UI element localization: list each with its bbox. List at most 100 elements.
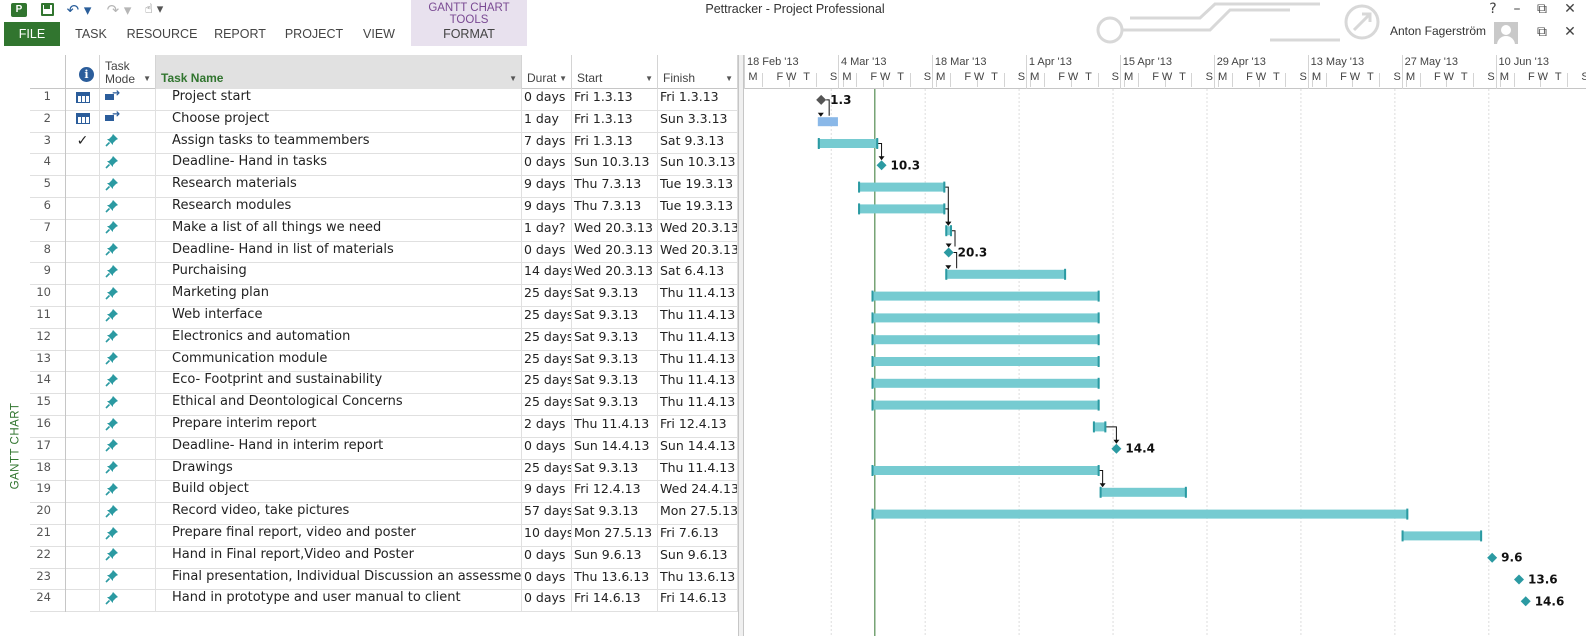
- task-row[interactable]: 22 Hand in Final report,Video and Poster 0…: [30, 546, 740, 569]
- row-id[interactable]: 10: [30, 285, 66, 307]
- help-icon[interactable]: ?: [1489, 1, 1497, 17]
- task-name-cell[interactable]: Hand in prototype and user manual to cli…: [156, 590, 522, 613]
- task-row[interactable]: 3 ✓ Assign tasks to teammembers 7 days Fri 1…: [30, 132, 740, 155]
- duration-cell[interactable]: 25 days: [522, 394, 572, 416]
- start-cell[interactable]: Sat 9.3.13: [572, 307, 658, 329]
- start-cell[interactable]: Sat 9.3.13: [572, 459, 658, 482]
- start-cell[interactable]: Fri 1.3.13: [572, 110, 658, 133]
- task-mode-cell[interactable]: [100, 198, 156, 220]
- tab-format[interactable]: FORMAT: [443, 27, 495, 41]
- start-cell[interactable]: Sat 9.3.13: [572, 350, 658, 373]
- task-row[interactable]: 13 Communication module 25 days Sat 9.3.13 T…: [30, 350, 740, 373]
- user-name[interactable]: Anton Fagerström: [1389, 24, 1486, 38]
- duration-cell[interactable]: 57 days: [522, 503, 572, 525]
- task-name-cell[interactable]: Record video, take pictures: [156, 503, 522, 525]
- task-mode-cell[interactable]: [100, 503, 156, 525]
- duration-cell[interactable]: 25 days: [522, 350, 572, 373]
- duration-cell[interactable]: 0 days: [522, 546, 572, 569]
- row-id[interactable]: 5: [30, 176, 66, 198]
- column-header-start[interactable]: Start ▼: [572, 55, 658, 89]
- start-cell[interactable]: Thu 13.6.13: [572, 568, 658, 591]
- finish-cell[interactable]: Thu 11.4.13: [658, 307, 738, 329]
- task-mode-cell[interactable]: [100, 416, 156, 438]
- view-splitter[interactable]: [738, 55, 744, 636]
- row-id[interactable]: 23: [30, 568, 66, 591]
- finish-cell[interactable]: Fri 14.6.13: [658, 590, 738, 613]
- start-cell[interactable]: Fri 12.4.13: [572, 481, 658, 504]
- view-bar-label[interactable]: GANTT CHART: [9, 402, 22, 490]
- task-mode-cell[interactable]: [100, 525, 156, 547]
- finish-cell[interactable]: Mon 27.5.13: [658, 503, 738, 525]
- start-cell[interactable]: Thu 11.4.13: [572, 416, 658, 438]
- task-row[interactable]: 8 Deadline- Hand in list of materials 0 da…: [30, 241, 740, 264]
- column-header-finish[interactable]: Finish ▼: [658, 55, 738, 89]
- start-cell[interactable]: Sat 9.3.13: [572, 372, 658, 395]
- finish-cell[interactable]: Thu 11.4.13: [658, 350, 738, 373]
- finish-cell[interactable]: Fri 12.4.13: [658, 416, 738, 438]
- finish-cell[interactable]: Thu 11.4.13: [658, 285, 738, 307]
- column-header-task-name[interactable]: Task Name ▼: [156, 55, 522, 89]
- task-name-cell[interactable]: Communication module: [156, 350, 522, 373]
- start-cell[interactable]: Sat 9.3.13: [572, 285, 658, 307]
- row-id[interactable]: 14: [30, 372, 66, 395]
- duration-cell[interactable]: 9 days: [522, 176, 572, 198]
- task-row[interactable]: 19 Build object 9 days Fri 12.4.13 Wed 24.4.…: [30, 481, 740, 504]
- tab-view[interactable]: VIEW: [363, 27, 395, 41]
- column-header-indicators[interactable]: i: [66, 55, 100, 89]
- task-name-cell[interactable]: Deadline- Hand in list of materials: [156, 241, 522, 264]
- duration-cell[interactable]: 2 days: [522, 416, 572, 438]
- timescale-week[interactable]: 27 May '13: [1401, 55, 1496, 89]
- chevron-down-icon[interactable]: ▼: [509, 74, 517, 83]
- task-name-cell[interactable]: Research materials: [156, 176, 522, 198]
- start-cell[interactable]: Thu 7.3.13: [572, 198, 658, 220]
- task-mode-cell[interactable]: [100, 437, 156, 460]
- task-row[interactable]: 7 Make a list of all things we need 1 day?…: [30, 219, 740, 242]
- finish-cell[interactable]: Thu 11.4.13: [658, 459, 738, 482]
- task-row[interactable]: 18 Drawings 25 days Sat 9.3.13 Thu 11.4.13: [30, 459, 740, 482]
- task-row[interactable]: 6 Research modules 9 days Thu 7.3.13 Tue 19.…: [30, 198, 740, 220]
- row-id[interactable]: 24: [30, 590, 66, 613]
- ribbon-close-icon[interactable]: ✕: [1564, 24, 1576, 40]
- duration-cell[interactable]: 9 days: [522, 198, 572, 220]
- touch-mode-icon[interactable]: ☝ ▾: [144, 2, 164, 17]
- redo-icon[interactable]: ↷ ▾: [106, 0, 132, 19]
- task-mode-cell[interactable]: [100, 590, 156, 613]
- duration-cell[interactable]: 25 days: [522, 307, 572, 329]
- close-icon[interactable]: ✕: [1564, 1, 1576, 17]
- avatar[interactable]: [1494, 22, 1518, 44]
- finish-cell[interactable]: Sun 3.3.13: [658, 110, 738, 133]
- task-mode-cell[interactable]: [100, 350, 156, 373]
- finish-cell[interactable]: Wed 24.4.13: [658, 481, 738, 504]
- task-name-cell[interactable]: Make a list of all things we need: [156, 219, 522, 242]
- finish-cell[interactable]: Thu 11.4.13: [658, 394, 738, 416]
- start-cell[interactable]: Wed 20.3.13: [572, 241, 658, 264]
- chevron-down-icon[interactable]: ▼: [559, 74, 567, 83]
- finish-cell[interactable]: Sun 14.4.13: [658, 437, 738, 460]
- ribbon-restore-icon[interactable]: ⧉: [1537, 24, 1547, 40]
- task-row[interactable]: 10 Marketing plan 25 days Sat 9.3.13 Thu 11.…: [30, 285, 740, 307]
- finish-cell[interactable]: Tue 19.3.13: [658, 176, 738, 198]
- finish-cell[interactable]: Sat 6.4.13: [658, 263, 738, 286]
- duration-cell[interactable]: 10 days: [522, 525, 572, 547]
- finish-cell[interactable]: Sun 10.3.13: [658, 154, 738, 177]
- tab-project[interactable]: PROJECT: [284, 27, 344, 41]
- task-mode-cell[interactable]: [100, 132, 156, 155]
- timescale-week[interactable]: 4 Mar '13: [837, 55, 932, 89]
- tab-file[interactable]: FILE: [4, 22, 60, 46]
- task-row[interactable]: 14 Eco- Footprint and sustainability 25 da…: [30, 372, 740, 395]
- start-cell[interactable]: Sat 9.3.13: [572, 328, 658, 351]
- project-app-icon[interactable]: P: [8, 1, 30, 18]
- duration-cell[interactable]: 9 days: [522, 481, 572, 504]
- start-cell[interactable]: Sat 9.3.13: [572, 394, 658, 416]
- duration-cell[interactable]: 0 days: [522, 590, 572, 613]
- task-mode-cell[interactable]: [100, 89, 156, 111]
- restore-icon[interactable]: ⧉: [1537, 1, 1547, 17]
- timescale-week[interactable]: 29 Apr '13: [1213, 55, 1308, 89]
- task-row[interactable]: 5 Research materials 9 days Thu 7.3.13 Tue 1…: [30, 176, 740, 198]
- task-name-cell[interactable]: Drawings: [156, 459, 522, 482]
- task-mode-cell[interactable]: [100, 176, 156, 198]
- duration-cell[interactable]: 25 days: [522, 372, 572, 395]
- task-name-cell[interactable]: Deadline- Hand in interim report: [156, 437, 522, 460]
